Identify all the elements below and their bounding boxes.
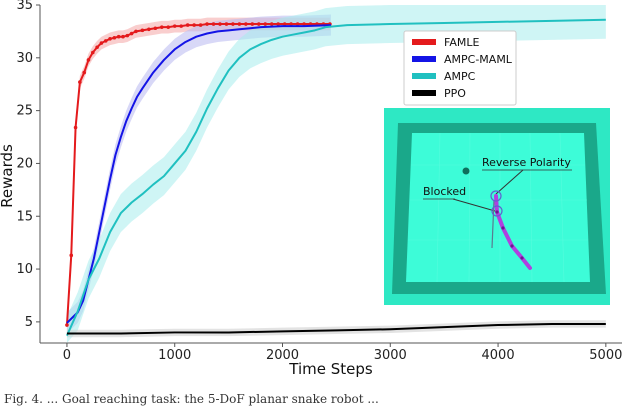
y-tick-label: 5 [25,315,33,330]
y-tick-label: 10 [16,262,33,277]
inset-scene: Reverse Polarity Blocked [384,108,610,305]
famle-point [108,37,112,41]
famle-point [166,25,171,29]
x-tick-label: 5000 [589,348,622,363]
robot-joints [495,210,524,260]
arena-grid [408,132,588,283]
series-lines [65,18,606,337]
famle-point [159,25,164,29]
ampc-band [66,5,606,343]
axes [39,5,622,344]
y-axis-title: Rewards [0,144,16,208]
reward-chart: 0 1000 2000 3000 4000 5000 5 10 15 20 25 30 35 Time … [0,0,622,378]
famle-point [125,33,130,38]
famle-point [116,34,121,39]
famle-point [95,45,99,50]
reverse-polarity-label: Reverse Polarity [482,156,571,169]
x-tick-label: 1000 [158,348,191,363]
x-tick-label: 0 [63,348,71,363]
famle-point [69,253,74,258]
legend-label-ampc-maml: AMPC-MAML [444,53,513,66]
famle-point [134,29,138,34]
legend-swatch-ampc-maml [412,56,436,62]
blocked-label: Blocked [423,185,466,198]
famle-point [250,22,255,26]
y-tick-label: 15 [16,209,33,224]
famle-point [244,22,248,26]
ampc-maml-line [66,24,332,324]
famle-point [112,35,117,40]
famle-point [82,70,86,75]
y-tick-label: 25 [16,104,33,119]
goal-marker [462,167,470,175]
blocked-leader [452,198,496,212]
famle-point [276,22,280,26]
famle-point [269,22,274,26]
famle-point [129,31,134,36]
legend-label-ppo: PPO [444,87,466,100]
famle-line [65,23,330,326]
legend-frame [403,30,517,106]
famle-point [65,323,69,327]
famle-point [211,22,216,26]
legend-swatch-ampc [412,73,436,79]
famle-point [172,24,177,28]
famle-point [99,41,104,45]
famle-point [153,26,158,31]
famle-point [282,22,287,26]
y-tick-label: 20 [16,156,33,171]
x-tick-label: 2000 [266,348,299,363]
famle-point [179,24,183,28]
legend-swatch-ppo [412,90,436,96]
famle-point [224,22,229,26]
famle-point [198,23,203,27]
axis-ticks: 0 1000 2000 3000 4000 5000 5 10 15 20 25 30 35 [16,0,622,363]
ampc-maml-band [66,14,331,334]
famle-point [121,34,125,39]
famle-point [237,22,242,26]
famle-point [103,39,108,43]
famle-point [205,22,209,26]
famle-point [289,22,293,26]
famle-point [231,22,235,26]
legend-label-famle: FAMLE [444,36,479,49]
ppo-band [66,320,606,338]
famle-band [66,17,330,332]
famle-point [147,27,151,32]
x-axis-title: Time Steps [288,360,373,378]
blocked-ring [491,205,503,217]
famle-point [73,125,78,130]
famle-point [91,50,95,55]
ampc-line [66,18,606,337]
reverse-polarity-ring [490,190,502,202]
famle-point [140,28,145,33]
famle-point [295,22,300,26]
ppo-line [66,322,606,335]
famle-point [192,23,196,27]
famle-point [256,22,261,26]
x-tick-label: 4000 [482,348,515,363]
famle-point [185,23,190,27]
legend: FAMLE AMPC-MAML AMPC PPO [403,30,517,106]
famle-point [218,22,222,26]
figure-caption: Fig. 4. ... Goal reaching task: the 5-Do… [4,392,379,406]
legend-swatch-famle [412,39,436,45]
famle-point [263,22,268,26]
famle-point [302,22,306,26]
reverse-polarity-leader [495,169,524,195]
legend-label-ampc: AMPC [444,70,476,83]
y-tick-label: 30 [16,51,33,66]
famle-point [78,80,82,84]
y-tick-label: 35 [16,0,33,13]
x-tick-label: 3000 [374,348,407,363]
snake-robot [494,194,532,270]
famle-point [86,58,91,62]
